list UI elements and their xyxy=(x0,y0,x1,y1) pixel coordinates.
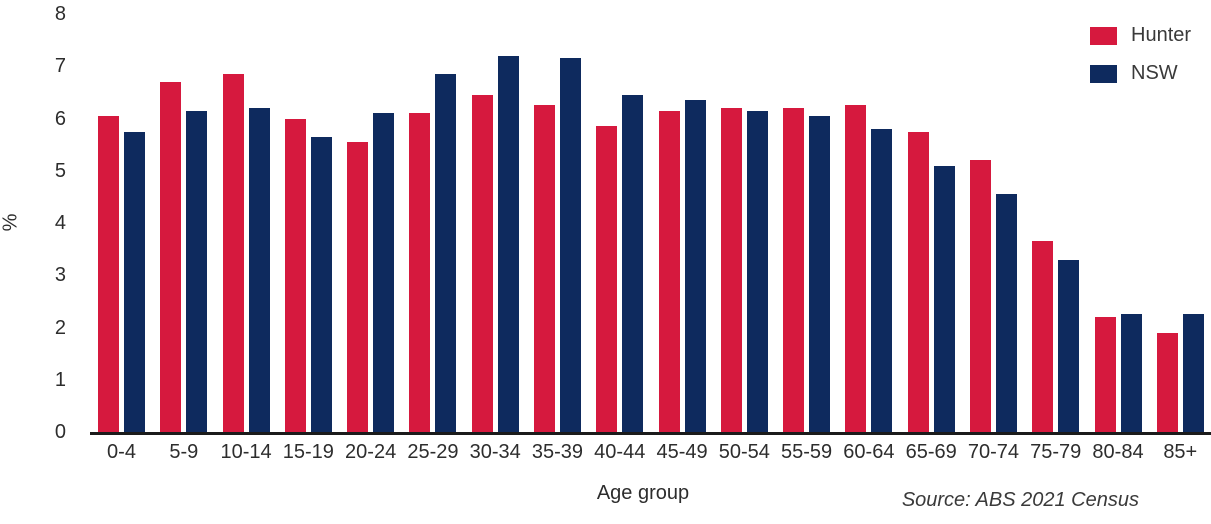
bar-nsw-45-49 xyxy=(684,100,706,432)
bar-nsw-5-9 xyxy=(186,110,208,432)
bar-nsw-10-14 xyxy=(248,108,270,432)
x-tick-label: 0-4 xyxy=(107,441,136,463)
bar-hunter-10-14 xyxy=(222,74,244,432)
x-tick-label: 55-59 xyxy=(781,441,833,463)
legend-item-nsw: NSW xyxy=(1090,62,1191,85)
x-axis-title: Age group xyxy=(596,482,690,504)
y-tick-label: 1 xyxy=(54,368,66,391)
bar-group-5-9: 5-9 xyxy=(160,14,208,463)
y-tick-label: 7 xyxy=(54,55,66,78)
bar-hunter-0-4 xyxy=(98,115,119,432)
bar-group-20-24: 20-24 xyxy=(345,14,396,463)
bar-hunter-70-74 xyxy=(969,160,991,432)
bar-hunter-75-79 xyxy=(1032,241,1054,432)
bar-hunter-25-29 xyxy=(409,113,431,432)
x-tick-label: 85+ xyxy=(1163,441,1198,463)
bar-nsw-15-19 xyxy=(310,136,332,432)
bar-hunter-5-9 xyxy=(160,81,182,432)
bar-nsw-40-44 xyxy=(622,95,644,432)
bar-group-15-19: 15-19 xyxy=(283,14,334,463)
bar-hunter-40-44 xyxy=(596,126,618,432)
bar-group-30-34: 30-34 xyxy=(470,14,521,463)
y-tick-label: 2 xyxy=(54,316,66,339)
bar-nsw-80-84 xyxy=(1120,314,1142,432)
bar-group-85+: 85+ xyxy=(1156,14,1204,463)
x-tick-label: 45-49 xyxy=(656,441,708,463)
bar-nsw-75-79 xyxy=(1058,259,1080,432)
y-tick-label: 8 xyxy=(54,3,66,25)
bar-nsw-60-64 xyxy=(871,128,893,432)
y-tick-label: 6 xyxy=(54,107,66,130)
legend-label: NSW xyxy=(1131,62,1178,84)
bar-nsw-35-39 xyxy=(559,58,581,432)
x-tick-label: 25-29 xyxy=(407,441,459,463)
bar-group-10-14: 10-14 xyxy=(220,14,272,463)
bar-nsw-65-69 xyxy=(933,165,955,432)
legend-item-hunter: Hunter xyxy=(1090,24,1191,47)
bar-group-40-44: 40-44 xyxy=(594,14,645,463)
x-tick-label: 50-54 xyxy=(718,441,770,463)
bar-group-45-49: 45-49 xyxy=(656,14,708,463)
bar-nsw-70-74 xyxy=(995,194,1017,432)
legend-swatch-nsw xyxy=(1090,64,1117,83)
bar-hunter-65-69 xyxy=(907,131,929,432)
bar-group-50-54: 50-54 xyxy=(719,14,770,463)
legend: Hunter NSW xyxy=(1090,24,1191,85)
bar-hunter-20-24 xyxy=(347,142,369,432)
bar-hunter-80-84 xyxy=(1094,317,1116,432)
bar-group-0-4: 0-4 xyxy=(98,14,145,463)
bar-nsw-20-24 xyxy=(373,113,395,432)
bar-nsw-25-29 xyxy=(435,74,457,432)
x-tick-label: 40-44 xyxy=(594,441,646,463)
bar-hunter-50-54 xyxy=(720,108,742,432)
bar-group-60-64: 60-64 xyxy=(843,14,894,463)
x-tick-label: 35-39 xyxy=(531,441,584,463)
x-tick-label: 30-34 xyxy=(469,441,521,463)
bar-group-70-74: 70-74 xyxy=(968,14,1019,463)
bar-hunter-45-49 xyxy=(658,110,680,432)
bar-group-25-29: 25-29 xyxy=(407,14,458,463)
x-tick-label: 80-84 xyxy=(1092,441,1144,463)
source-note: Source: ABS 2021 Census xyxy=(901,489,1139,511)
x-tick-label: 5-9 xyxy=(169,441,199,463)
bar-nsw-50-54 xyxy=(746,110,768,432)
bar-nsw-30-34 xyxy=(497,55,519,432)
plot-area: 0-4 5-9 10-14 15-19 20-24 25-29 30-34 35-39 40-4… xyxy=(90,14,1211,463)
bar-hunter-85+ xyxy=(1156,332,1178,432)
y-tick-label: 5 xyxy=(54,159,66,182)
legend-swatch-hunter xyxy=(1090,26,1117,45)
bar-hunter-35-39 xyxy=(533,105,555,432)
y-axis-title: % xyxy=(0,213,22,232)
x-tick-label: 70-74 xyxy=(967,441,1020,463)
bar-hunter-60-64 xyxy=(845,105,867,432)
bar-group-55-59: 55-59 xyxy=(781,14,832,463)
x-tick-label: 20-24 xyxy=(345,441,397,463)
y-tick-label: 0 xyxy=(54,421,66,443)
bar-hunter-55-59 xyxy=(783,108,805,432)
bar-nsw-0-4 xyxy=(124,131,145,432)
y-tick-label: 3 xyxy=(54,264,66,287)
x-tick-label: 65-69 xyxy=(905,441,957,463)
x-tick-label: 60-64 xyxy=(843,441,895,463)
x-tick-label: 10-14 xyxy=(220,441,272,463)
bar-group-75-79: 75-79 xyxy=(1030,14,1081,463)
bar-group-35-39: 35-39 xyxy=(532,14,583,463)
y-tick-label: 4 xyxy=(54,212,66,234)
legend-label: Hunter xyxy=(1131,24,1192,46)
bar-hunter-30-34 xyxy=(471,95,493,432)
bar-hunter-15-19 xyxy=(284,118,306,432)
bar-nsw-55-59 xyxy=(809,115,831,432)
bar-group-65-69: 65-69 xyxy=(906,14,957,463)
x-tick-label: 75-79 xyxy=(1030,441,1082,463)
bar-nsw-85+ xyxy=(1182,314,1204,432)
x-tick-label: 15-19 xyxy=(282,441,334,463)
bar-group-80-84: 80-84 xyxy=(1092,14,1144,463)
